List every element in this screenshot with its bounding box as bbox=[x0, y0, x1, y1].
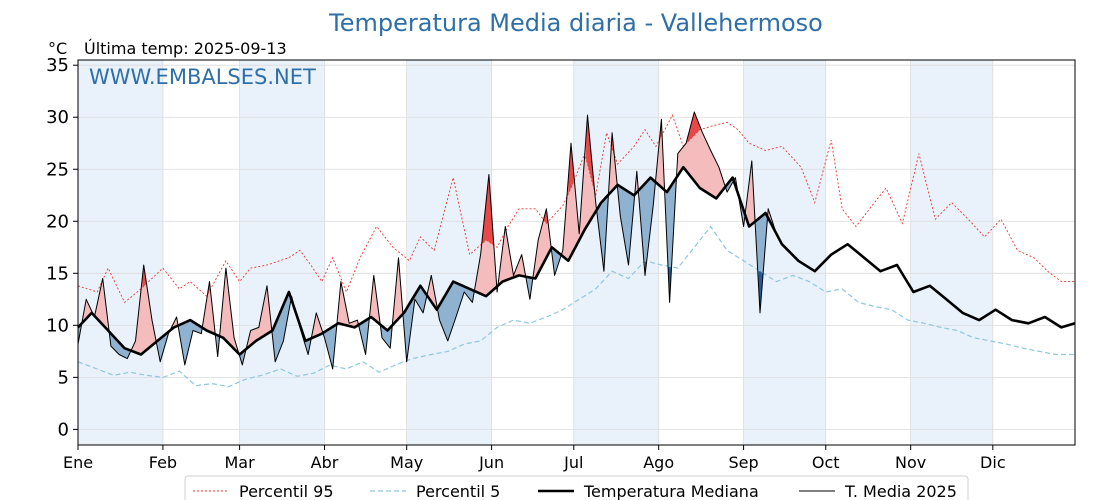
ytick-label-5: 5 bbox=[58, 367, 69, 388]
above-median-fill bbox=[95, 278, 110, 332]
month-shading bbox=[78, 60, 993, 445]
above-median-fill bbox=[338, 281, 359, 328]
legend-label-p95: Percentil 95 bbox=[239, 482, 334, 500]
xtick-label-ago: Ago bbox=[643, 453, 674, 472]
xtick-label-ene: Ene bbox=[63, 453, 93, 472]
below-median-fill bbox=[78, 323, 83, 345]
below-median-fill bbox=[725, 177, 734, 193]
below-p5-fill bbox=[668, 266, 671, 303]
legend: Percentil 95 Percentil 5 Temperatura Med… bbox=[184, 475, 969, 500]
ytick-label-30: 30 bbox=[46, 107, 69, 128]
ytick-label-10: 10 bbox=[46, 315, 69, 336]
xtick-label-sep: Sep bbox=[729, 453, 759, 472]
month-shade-nov bbox=[910, 60, 993, 445]
below-median-fill bbox=[617, 184, 636, 265]
above-median-fill bbox=[131, 265, 158, 355]
xtick-label-nov: Nov bbox=[895, 453, 926, 472]
xtick-label-feb: Feb bbox=[149, 453, 177, 472]
y-axis: 0 5 10 15 20 25 30 35 bbox=[46, 55, 78, 440]
unit-label: °C bbox=[48, 39, 67, 58]
xtick-label-jun: Jun bbox=[478, 453, 504, 472]
xtick-label-abr: Abr bbox=[311, 453, 339, 472]
above-median-fill bbox=[220, 268, 240, 355]
month-shade-may bbox=[406, 60, 492, 445]
above-p95-fill bbox=[568, 143, 574, 194]
above-median-fill bbox=[677, 112, 726, 199]
series-t-media-2025 bbox=[77, 111, 777, 370]
plot-frame bbox=[77, 59, 1076, 446]
below-median-fill bbox=[639, 177, 656, 276]
last-reading-label: Última temp: 2025-09-13 bbox=[84, 39, 287, 58]
above-median-fill bbox=[655, 119, 666, 191]
xtick-label-oct: Oct bbox=[812, 453, 840, 472]
below-median-fill bbox=[358, 317, 370, 355]
above-median-fill bbox=[534, 208, 552, 279]
ytick-label-0: 0 bbox=[58, 419, 69, 440]
deviation-fills bbox=[78, 112, 777, 369]
above-median-fill bbox=[369, 275, 381, 325]
ytick-label-20: 20 bbox=[46, 211, 69, 232]
xtick-label-mar: Mar bbox=[225, 453, 256, 472]
above-median-fill bbox=[246, 285, 273, 349]
below-median-fill bbox=[297, 316, 313, 355]
above-median-fill bbox=[202, 281, 217, 335]
below-median-fill bbox=[157, 329, 172, 362]
below-median-fill bbox=[597, 193, 610, 272]
ytick-label-25: 25 bbox=[46, 159, 69, 180]
above-p95-fill bbox=[686, 112, 700, 144]
legend-label-p5: Percentil 5 bbox=[416, 482, 500, 500]
ytick-label-35: 35 bbox=[46, 55, 69, 76]
above-median-fill bbox=[393, 257, 404, 325]
xtick-label-jul: Jul bbox=[563, 453, 583, 472]
watermark: WWW.EMBALSES.NET bbox=[89, 65, 316, 89]
series-percentil-95 bbox=[77, 113, 1075, 304]
ytick-label-15: 15 bbox=[46, 263, 69, 284]
above-p95-fill bbox=[482, 174, 493, 245]
legend-label-median: Temperatura Mediana bbox=[583, 482, 759, 500]
below-median-fill bbox=[179, 320, 203, 365]
above-median-fill bbox=[312, 312, 324, 338]
below-median-fill bbox=[380, 324, 393, 349]
xtick-label-dic: Dic bbox=[980, 453, 1006, 472]
month-shade-sep bbox=[743, 60, 826, 445]
below-median-fill bbox=[323, 323, 339, 369]
legend-label-current: T. Media 2025 bbox=[844, 482, 957, 500]
series-temperatura-mediana bbox=[77, 165, 1076, 356]
chart-title: Temperatura Media diaria - Vallehermoso bbox=[328, 9, 823, 37]
series-lines bbox=[77, 111, 1076, 388]
x-axis: Ene Feb Mar Abr May Jun Jul Ago Sep Oct Nov Dic bbox=[63, 445, 1006, 472]
legend-box bbox=[184, 475, 969, 500]
above-median-fill bbox=[498, 226, 526, 286]
above-median-fill bbox=[427, 275, 439, 310]
below-median-fill bbox=[438, 281, 476, 341]
series-percentil-5 bbox=[77, 225, 1075, 388]
xtick-label-may: May bbox=[390, 453, 423, 472]
above-median-fill bbox=[746, 160, 756, 227]
month-shade-mar bbox=[239, 60, 325, 445]
above-p95-fill bbox=[586, 115, 595, 191]
month-shade-ene bbox=[78, 60, 163, 445]
below-median-fill bbox=[272, 292, 292, 362]
